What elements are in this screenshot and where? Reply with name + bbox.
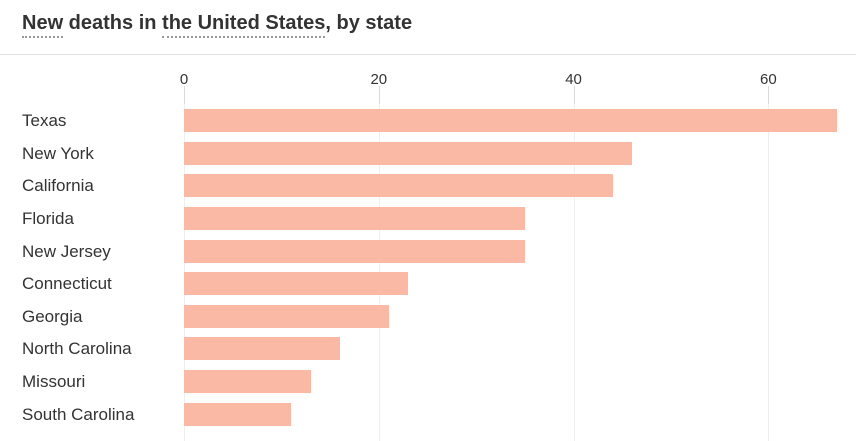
bar bbox=[184, 403, 292, 426]
bar bbox=[184, 174, 613, 197]
gridline bbox=[378, 86, 380, 441]
title-text-suffix: , by state bbox=[325, 12, 413, 34]
gridline bbox=[184, 86, 185, 441]
state-label: Florida bbox=[22, 209, 74, 228]
bar bbox=[184, 337, 340, 360]
gridline bbox=[768, 86, 770, 441]
state-label: South Carolina bbox=[22, 405, 135, 424]
x-axis-tick-label: 0 bbox=[179, 71, 189, 88]
bar bbox=[184, 240, 525, 263]
state-label: Missouri bbox=[22, 372, 86, 391]
axis-tick bbox=[378, 86, 380, 104]
axis-tick bbox=[768, 86, 770, 104]
state-label: Georgia bbox=[22, 307, 83, 326]
bar bbox=[184, 370, 311, 393]
bar bbox=[184, 109, 837, 132]
state-label: North Carolina bbox=[22, 339, 132, 358]
x-axis-tick-label: 40 bbox=[565, 71, 582, 88]
title-divider bbox=[0, 54, 856, 55]
axis-tick bbox=[184, 86, 185, 104]
x-axis-tick-label: 60 bbox=[760, 71, 777, 88]
bar bbox=[184, 207, 525, 230]
bar bbox=[184, 272, 408, 295]
state-label: California bbox=[22, 176, 94, 195]
state-label: Texas bbox=[22, 111, 67, 130]
x-axis-tick-label: 20 bbox=[370, 71, 388, 88]
chart-title: New deaths in the United States, by stat… bbox=[22, 12, 413, 38]
bar bbox=[184, 305, 389, 328]
region-dropdown-trigger[interactable]: the United States bbox=[162, 12, 326, 38]
state-label: New York bbox=[22, 144, 94, 163]
bar bbox=[184, 142, 632, 165]
title-text-middle: deaths in bbox=[63, 12, 163, 34]
axis-tick bbox=[573, 86, 575, 104]
metric-dropdown-trigger[interactable]: New bbox=[22, 12, 64, 38]
gridline bbox=[573, 86, 575, 441]
state-label: Connecticut bbox=[22, 274, 112, 293]
state-label: New Jersey bbox=[22, 242, 111, 261]
